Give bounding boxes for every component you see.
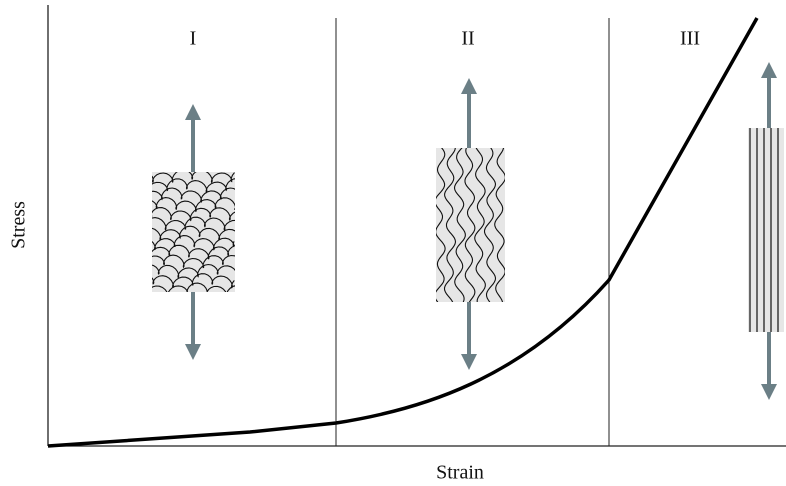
- fiber: [453, 148, 466, 302]
- fiber-squiggles: [436, 148, 505, 302]
- region-label: I: [190, 28, 197, 50]
- fiber: [152, 244, 235, 260]
- fiber: [494, 148, 505, 302]
- fiber: [436, 148, 446, 302]
- fiber: [152, 172, 235, 184]
- fiber-box-straightening: [436, 148, 505, 302]
- fiber: [443, 148, 457, 302]
- fiber: [152, 282, 235, 292]
- fiber: [464, 148, 476, 302]
- fiber: [474, 148, 486, 302]
- fiber: [152, 216, 235, 232]
- tension-arrows: [185, 62, 777, 400]
- fiber: [483, 148, 497, 302]
- region-label: III: [680, 28, 700, 50]
- region-label: II: [461, 28, 474, 50]
- fiber: [152, 263, 235, 278]
- stress-strain-curve: [47, 17, 759, 448]
- fiber-squiggles: [152, 172, 235, 292]
- x-axis-label: Strain: [436, 462, 484, 484]
- y-axis-label: Stress: [8, 201, 30, 249]
- fiber: [152, 225, 235, 241]
- fiber: [152, 254, 235, 269]
- fiber: [152, 273, 235, 289]
- aligned-fibers: [749, 128, 779, 332]
- fiber: [152, 235, 235, 251]
